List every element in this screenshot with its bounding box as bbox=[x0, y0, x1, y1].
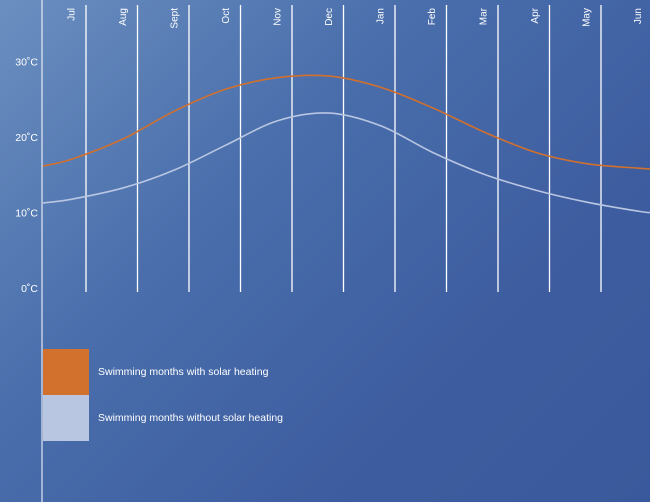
month-label: Jan bbox=[376, 8, 387, 24]
month-label: Aug bbox=[118, 8, 129, 26]
legend-swatch-with-solar bbox=[43, 349, 89, 395]
legend-swatch-without-solar bbox=[43, 395, 89, 441]
y-tick-label: 20˚C bbox=[15, 132, 38, 144]
legend-label-without-solar: Swimming months without solar heating bbox=[98, 412, 284, 424]
y-tick-label: 30˚C bbox=[15, 57, 38, 69]
month-label: Sept bbox=[170, 8, 181, 29]
series-line-with-solar bbox=[42, 74, 650, 170]
gridlines bbox=[85, 5, 602, 292]
month-label: Jun bbox=[633, 8, 644, 24]
series-layer bbox=[42, 74, 650, 214]
legend: Swimming months with solar heating Swimm… bbox=[43, 349, 283, 441]
series-line-without-solar bbox=[42, 112, 650, 214]
month-label: Nov bbox=[273, 8, 284, 26]
month-label: Jul bbox=[67, 8, 78, 21]
month-label: Feb bbox=[427, 8, 438, 26]
y-tick-label: 10˚C bbox=[15, 208, 38, 220]
month-label: Apr bbox=[530, 7, 541, 23]
month-label: May bbox=[582, 8, 593, 27]
legend-item-without-solar: Swimming months without solar heating bbox=[43, 395, 283, 441]
month-labels: Jul Aug Sept Oct Nov Dec Jan Feb Mar Apr May Jun bbox=[67, 7, 645, 28]
legend-label-with-solar: Swimming months with solar heating bbox=[98, 366, 269, 378]
month-label: Mar bbox=[479, 7, 490, 25]
month-label: Oct bbox=[221, 8, 232, 24]
y-tick-label: 0˚C bbox=[21, 283, 38, 295]
y-tick-labels: 0˚C 10˚C 20˚C 30˚C bbox=[15, 57, 38, 296]
month-label: Dec bbox=[324, 8, 335, 26]
legend-item-with-solar: Swimming months with solar heating bbox=[43, 349, 268, 395]
